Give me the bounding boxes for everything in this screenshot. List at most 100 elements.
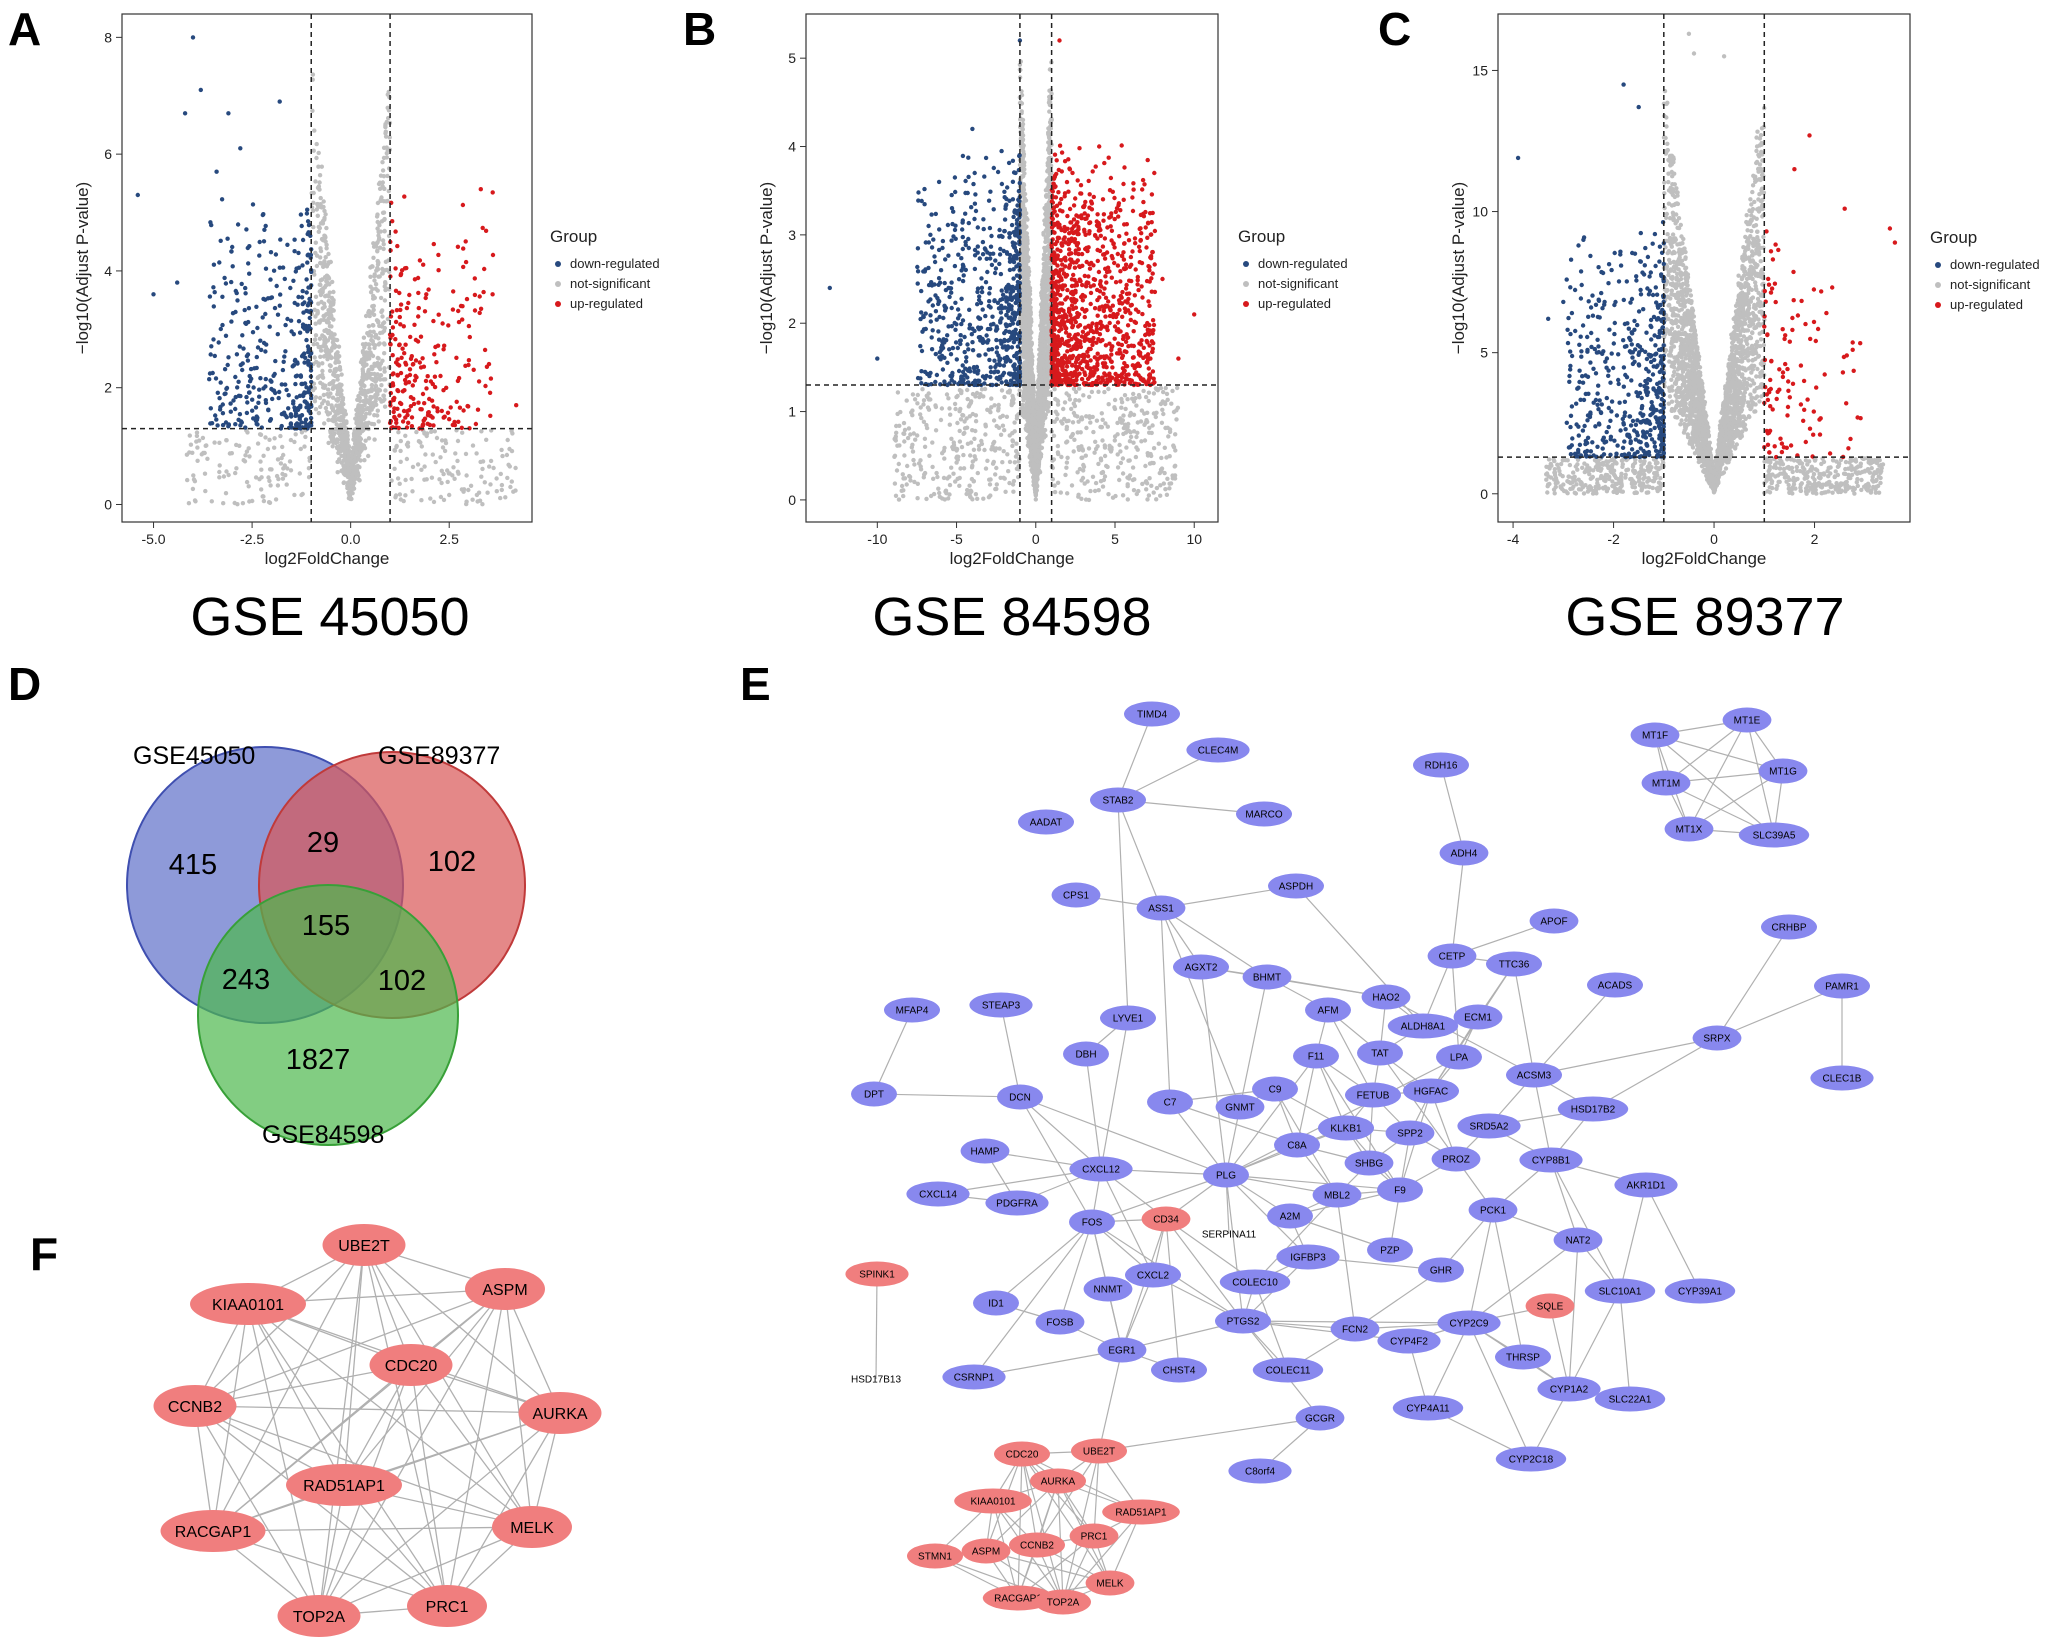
point-not-significant bbox=[383, 287, 388, 293]
volcano-plot-b: -10 -5 0 5 10012345log2FoldChange−log10(Adju… bbox=[757, 13, 1348, 647]
point-down-regulated bbox=[268, 250, 274, 255]
point-not-significant bbox=[368, 284, 373, 289]
point-not-significant bbox=[335, 470, 340, 475]
point-down-regulated bbox=[223, 281, 229, 286]
point-down-regulated bbox=[217, 260, 222, 265]
point-up-regulated bbox=[406, 300, 411, 306]
point-up-regulated bbox=[422, 416, 428, 421]
point-down-regulated bbox=[233, 422, 238, 427]
point-not-significant bbox=[998, 432, 1004, 437]
point-not-significant bbox=[1163, 385, 1168, 391]
point-up-regulated bbox=[403, 360, 408, 365]
point-up-regulated bbox=[438, 373, 443, 379]
point-not-significant bbox=[372, 371, 377, 377]
point-up-regulated bbox=[466, 358, 472, 363]
point-down-regulated bbox=[299, 223, 304, 229]
point-down-regulated bbox=[220, 411, 226, 416]
point-not-significant bbox=[989, 396, 994, 401]
point-not-significant bbox=[369, 310, 375, 315]
point-not-significant bbox=[1167, 486, 1172, 491]
point-not-significant bbox=[313, 240, 318, 245]
point-up-regulated bbox=[476, 379, 482, 384]
point-up-regulated bbox=[460, 202, 466, 208]
point-outlier bbox=[175, 280, 180, 285]
point-not-significant bbox=[312, 272, 317, 277]
point-not-significant bbox=[332, 332, 337, 337]
point-not-significant bbox=[321, 199, 326, 204]
point-not-significant bbox=[318, 195, 323, 201]
point-not-significant bbox=[217, 463, 222, 468]
point-not-significant bbox=[1081, 393, 1086, 398]
point-not-significant bbox=[375, 248, 380, 253]
point-not-significant bbox=[439, 438, 445, 443]
point-not-significant bbox=[326, 387, 331, 392]
point-not-significant bbox=[354, 412, 359, 417]
point-not-significant bbox=[315, 375, 321, 380]
point-up-regulated bbox=[484, 364, 490, 369]
point-down-regulated bbox=[286, 393, 291, 398]
point-not-significant bbox=[280, 444, 285, 450]
point-not-significant bbox=[367, 346, 372, 351]
point-not-significant bbox=[915, 496, 920, 501]
point-not-significant bbox=[328, 302, 334, 307]
point-not-significant bbox=[892, 481, 898, 486]
point-up-regulated bbox=[392, 395, 397, 401]
point-not-significant bbox=[233, 470, 238, 476]
point-not-significant bbox=[317, 289, 322, 294]
point-down-regulated bbox=[220, 422, 226, 428]
point-not-significant bbox=[312, 337, 318, 342]
point-up-regulated bbox=[483, 228, 489, 233]
point-not-significant bbox=[439, 480, 444, 486]
point-down-regulated bbox=[279, 382, 284, 387]
point-not-significant bbox=[1045, 409, 1051, 414]
point-not-significant bbox=[1077, 398, 1082, 403]
point-not-significant bbox=[382, 186, 387, 191]
point-not-significant bbox=[273, 497, 279, 502]
point-not-significant bbox=[292, 492, 297, 498]
point-up-regulated bbox=[472, 276, 477, 281]
point-down-regulated bbox=[265, 296, 271, 301]
point-up-regulated bbox=[424, 292, 429, 297]
point-not-significant bbox=[373, 398, 378, 404]
point-not-significant bbox=[904, 398, 909, 403]
point-not-significant bbox=[212, 440, 217, 445]
point-not-significant bbox=[1118, 460, 1124, 466]
point-not-significant bbox=[373, 286, 378, 291]
point-not-significant bbox=[358, 390, 364, 396]
point-not-significant bbox=[1166, 434, 1171, 439]
point-not-significant bbox=[318, 261, 324, 266]
point-not-significant bbox=[1052, 483, 1057, 488]
point-not-significant bbox=[323, 255, 328, 260]
point-not-significant bbox=[188, 442, 194, 447]
point-not-significant bbox=[967, 483, 972, 488]
point-not-significant bbox=[463, 451, 469, 457]
point-not-significant bbox=[1159, 420, 1165, 425]
point-up-regulated bbox=[426, 287, 431, 292]
point-down-regulated bbox=[253, 405, 259, 410]
point-down-regulated bbox=[210, 370, 215, 376]
point-not-significant bbox=[224, 438, 229, 443]
point-not-significant bbox=[910, 408, 915, 413]
point-up-regulated bbox=[475, 407, 481, 412]
point-not-significant bbox=[936, 486, 941, 491]
point-up-regulated bbox=[397, 413, 402, 418]
point-not-significant bbox=[920, 387, 925, 392]
point-not-significant bbox=[191, 477, 197, 482]
point-up-regulated bbox=[441, 347, 446, 352]
point-up-regulated bbox=[431, 404, 436, 409]
point-not-significant bbox=[899, 483, 905, 489]
point-up-regulated bbox=[429, 398, 435, 403]
point-not-significant bbox=[317, 173, 323, 178]
point-not-significant bbox=[287, 459, 293, 464]
point-down-regulated bbox=[244, 227, 249, 232]
point-not-significant bbox=[1159, 466, 1165, 471]
point-not-significant bbox=[377, 186, 383, 191]
point-not-significant bbox=[378, 295, 384, 301]
point-up-regulated bbox=[451, 289, 456, 294]
point-up-regulated bbox=[390, 219, 395, 224]
point-not-significant bbox=[1173, 448, 1178, 453]
point-not-significant bbox=[910, 442, 915, 447]
point-not-significant bbox=[1125, 397, 1130, 402]
point-down-regulated bbox=[293, 413, 298, 418]
point-down-regulated bbox=[218, 238, 223, 243]
